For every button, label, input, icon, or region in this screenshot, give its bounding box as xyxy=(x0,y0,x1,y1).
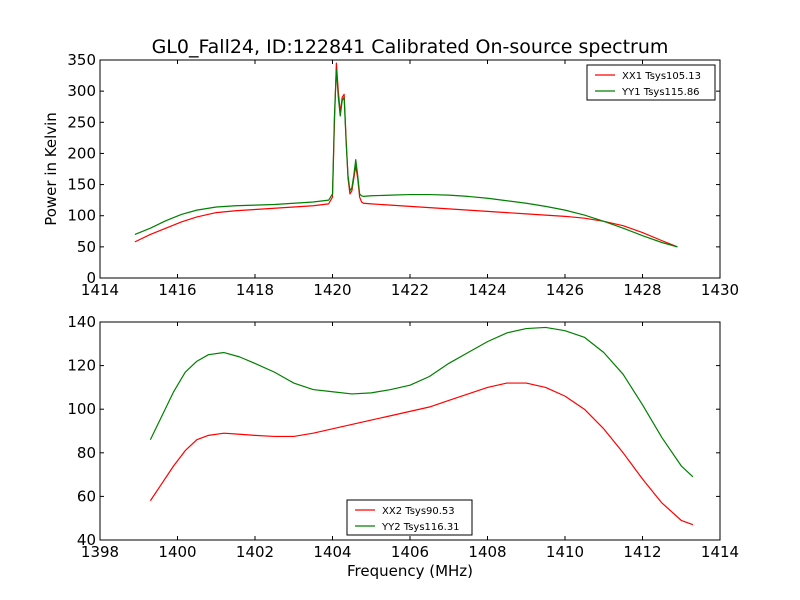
y-tick-label: 350 xyxy=(67,51,96,69)
y-tick-label: 300 xyxy=(67,82,96,100)
y-tick-label: 0 xyxy=(86,269,96,287)
y-tick-label: 40 xyxy=(77,531,96,549)
y-tick-label: 140 xyxy=(67,313,96,331)
x-tick-label: 1422 xyxy=(391,281,429,299)
series-line-yy2 xyxy=(149,326,694,478)
x-tick-label: 1404 xyxy=(313,543,351,561)
y-tick-label: 50 xyxy=(77,238,96,256)
x-tick-label: 1414 xyxy=(81,281,119,299)
chart-panel-1: 1414 1416 1418 1420 1422 1424 1426 1428 1430 0 50 1… xyxy=(42,51,739,299)
x-axis-label: Frequency (MHz) xyxy=(347,562,473,580)
x-tick-label: 1412 xyxy=(623,543,661,561)
y-tick-label: 250 xyxy=(67,113,96,131)
y-axis-label: Power in Kelvin xyxy=(42,112,60,226)
x-tick-label: 1428 xyxy=(623,281,661,299)
x-tick-label: 1416 xyxy=(158,281,196,299)
x-tick-label: 1410 xyxy=(546,543,584,561)
legend-label: XX2 Tsys90.53 xyxy=(382,506,455,517)
legend-label: XX1 Tsys105.13 xyxy=(622,71,701,82)
y-tick-label: 100 xyxy=(67,400,96,418)
x-tick-label: 1400 xyxy=(158,543,196,561)
legend: XX2 Tsys90.53 YY2 Tsys116.31 xyxy=(346,499,473,536)
legend-box xyxy=(586,64,716,101)
x-tick-label: 1402 xyxy=(236,543,274,561)
x-tick-label: 1430 xyxy=(701,281,739,299)
legend: XX1 Tsys105.13 YY1 Tsys115.86 xyxy=(586,64,716,101)
x-tick-label: 1420 xyxy=(313,281,351,299)
x-tick-label: 1408 xyxy=(468,543,506,561)
x-tick-label: 1398 xyxy=(81,543,119,561)
x-tick-label: 1414 xyxy=(701,543,739,561)
chart-panel-2: 1398 1400 1402 1404 1406 1408 1410 1412 1414 40 60… xyxy=(67,313,739,580)
x-tick-label: 1406 xyxy=(391,543,429,561)
y-tick-label: 120 xyxy=(67,357,96,375)
y-tick-label: 150 xyxy=(67,176,96,194)
y-tick-label: 200 xyxy=(67,144,96,162)
series-line-yy1 xyxy=(134,68,678,248)
legend-label: YY1 Tsys115.86 xyxy=(621,87,700,98)
figure-title: GL0_Fall24, ID:122841 Calibrated On-sour… xyxy=(152,36,669,58)
x-tick-label: 1424 xyxy=(468,281,506,299)
x-tick-label: 1426 xyxy=(546,281,584,299)
legend-label: YY2 Tsys116.31 xyxy=(381,522,460,533)
y-tick-label: 100 xyxy=(67,207,96,225)
y-tick-label: 60 xyxy=(77,487,96,505)
y-tick-label: 80 xyxy=(77,444,96,462)
x-tick-label: 1418 xyxy=(236,281,274,299)
plot-panels: 1414 1416 1418 1420 1422 1424 1426 1428 1430 0 50 1… xyxy=(42,51,739,580)
series-line-xx2 xyxy=(149,382,694,526)
legend-box xyxy=(346,499,473,536)
